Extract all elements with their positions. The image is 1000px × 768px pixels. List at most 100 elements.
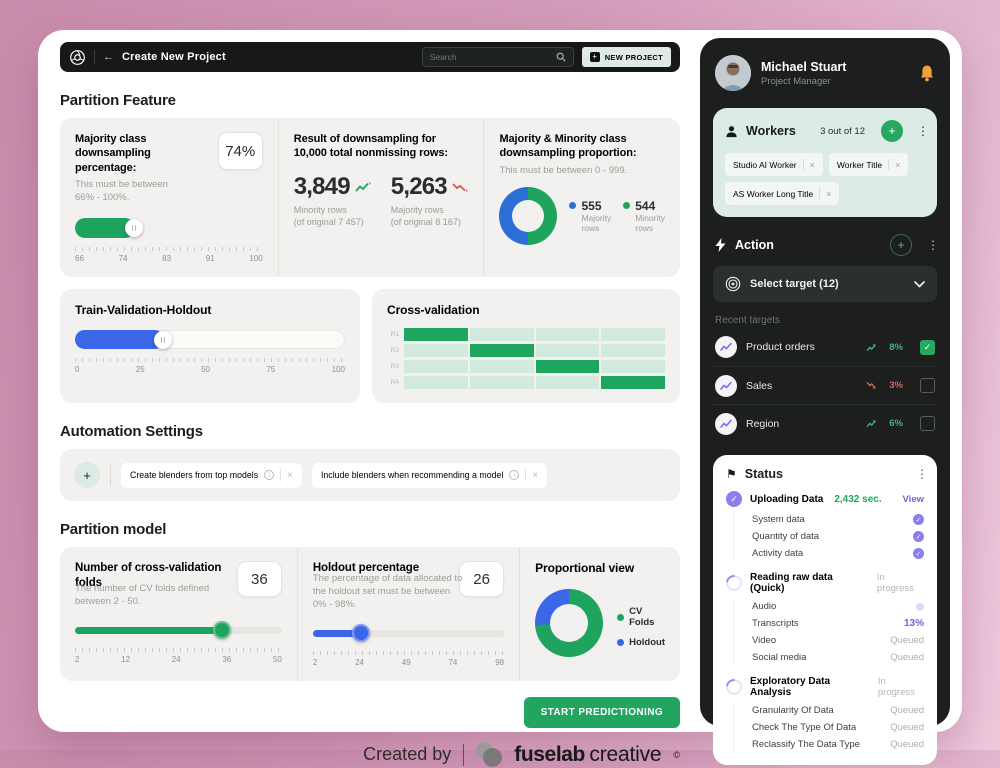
notification-bell-icon[interactable] <box>919 64 935 82</box>
remove-worker-icon[interactable]: × <box>809 159 815 170</box>
target-checkbox-checked[interactable]: ✓ <box>920 339 935 355</box>
start-predictioning-button[interactable]: START PREDICTIONING <box>523 696 680 728</box>
status-item-state: Queued <box>890 739 924 750</box>
tick-label: 66 <box>75 253 84 263</box>
remove-worker-icon[interactable]: × <box>895 159 901 170</box>
status-menu-icon[interactable]: ⋮ <box>916 467 928 481</box>
status-item: Social media Queued <box>752 649 924 666</box>
worker-chip[interactable]: AS Worker Long Title × <box>725 182 840 205</box>
target-row-region[interactable]: Region 6% <box>713 404 937 442</box>
card-title: Train-Validation-Holdout <box>75 302 212 317</box>
automation-chip[interactable]: Create blenders from top models i × <box>121 462 302 488</box>
slider-handle[interactable] <box>125 218 144 237</box>
card-title: Cross-validation <box>387 302 480 317</box>
slider-ticks <box>312 650 505 655</box>
heatmap-row-label: R3 <box>390 363 399 371</box>
holdout-slider[interactable] <box>312 623 505 642</box>
remove-worker-icon[interactable]: × <box>826 188 832 199</box>
add-automation-button[interactable]: + <box>74 462 100 489</box>
slider-handle[interactable] <box>212 620 231 639</box>
spinner-icon <box>722 571 746 595</box>
status-item-progress: 13% <box>903 618 924 629</box>
tick-label: 2 <box>75 654 80 664</box>
action-title: Action <box>735 238 774 252</box>
cv-folds-value[interactable]: 36 <box>236 561 282 598</box>
info-icon[interactable]: i <box>509 470 520 481</box>
back-button[interactable]: ← <box>103 51 114 63</box>
remove-chip-icon[interactable]: × <box>532 469 539 481</box>
legend-dot-green <box>623 201 631 209</box>
section-heading-partition-model: Partition model <box>60 521 167 539</box>
chart-line-icon <box>715 412 737 435</box>
slider-handle[interactable] <box>351 623 370 642</box>
legend-label: CV Folds <box>629 606 655 629</box>
tick-label: 2 <box>312 657 318 667</box>
view-link[interactable]: View <box>902 493 924 505</box>
spinner-icon <box>722 675 746 699</box>
status-group-title: Exploratory Data Analysis <box>750 676 831 698</box>
chip-label: Create blenders from top models <box>130 470 259 481</box>
created-by-text: Created by <box>363 744 452 765</box>
holdout-value[interactable]: 26 <box>459 561 505 598</box>
worker-chip[interactable]: Studio AI Worker × <box>725 153 823 176</box>
flag-icon: ⚑ <box>726 467 737 481</box>
tick-label: 24 <box>171 654 181 664</box>
action-menu-icon[interactable]: ⋮ <box>927 238 939 252</box>
automation-chip[interactable]: Include blenders when recommending a mod… <box>311 462 548 488</box>
slider-handle[interactable] <box>154 330 173 349</box>
target-percentage: 3% <box>889 380 903 391</box>
target-label: Sales <box>746 379 773 392</box>
tick-label: 75 <box>266 365 276 375</box>
select-target-dropdown[interactable]: Select target (12) <box>713 266 937 302</box>
status-item-label: System data <box>752 514 805 525</box>
search-box[interactable] <box>421 47 574 67</box>
in-progress-label: In progress <box>876 572 914 594</box>
new-project-button[interactable]: + NEW PROJECT <box>581 47 671 67</box>
status-item-state: Queued <box>890 635 924 646</box>
target-checkbox-unchecked[interactable] <box>920 416 935 431</box>
card-title: Majority class downsampling percentage: <box>75 133 151 174</box>
minority-rows-value: 3,849 <box>293 172 351 200</box>
fuselab-logo <box>476 741 503 768</box>
status-card: ⚑ Status ⋮ ✓ Uploading Data 2,432 sec. V… <box>713 455 937 765</box>
app-window: ← Create New Project + NEW PROJECT Parti… <box>38 30 962 767</box>
target-row-product-orders[interactable]: Product orders 8% ✓ <box>713 328 937 366</box>
slider-fill <box>75 217 136 238</box>
remove-chip-icon[interactable]: × <box>287 469 293 481</box>
worker-chip[interactable]: Worker Title × <box>828 153 909 176</box>
check-circle-icon: ✓ <box>726 491 742 507</box>
check-circle-icon: ✓ <box>913 514 924 525</box>
chevron-down-icon <box>914 280 925 288</box>
brand-name: fuselab creative <box>514 743 661 767</box>
search-input[interactable] <box>429 52 550 62</box>
search-icon <box>556 52 566 62</box>
card-title: Number of cross-validation folds <box>75 562 222 590</box>
target-row-sales[interactable]: Sales 3% <box>713 366 937 404</box>
trend-down-icon <box>866 382 876 389</box>
cv-folds-slider[interactable] <box>75 620 282 639</box>
check-circle-icon: ✓ <box>913 548 924 559</box>
slider-tick-labels: 0 25 50 75 100 <box>75 365 345 374</box>
slider-fill <box>75 330 165 350</box>
user-role: Project Manager <box>761 75 831 87</box>
section-heading-automation-settings: Automation Settings <box>60 423 203 441</box>
info-icon[interactable]: i <box>264 470 275 481</box>
tick-label: 98 <box>495 657 505 667</box>
partition-feature-cards: Majority class downsampling percentage: … <box>60 118 680 277</box>
slider-tick-labels: 2 24 49 74 98 <box>313 658 504 667</box>
workers-menu-icon[interactable]: ⋮ <box>917 124 929 138</box>
status-item: Check The Type Of Data Queued <box>752 719 924 736</box>
tick-label: 74 <box>118 253 128 263</box>
downsampling-slider[interactable] <box>75 217 263 238</box>
status-title: Status <box>744 467 783 481</box>
majority-rows-original: (of original 8 167) <box>390 216 461 227</box>
target-checkbox-unchecked[interactable] <box>920 378 935 393</box>
legend-majority: 555 Majority rows <box>569 199 611 234</box>
footer: Created by fuselab creative © <box>60 741 680 768</box>
tvh-slider[interactable] <box>75 330 345 350</box>
minority-rows-label: Minority rows <box>293 204 347 215</box>
downsampling-percentage-value[interactable]: 74% <box>217 132 263 170</box>
add-worker-button[interactable]: + <box>881 120 903 142</box>
tick-label: 83 <box>162 253 172 263</box>
add-action-button[interactable]: + <box>890 234 912 256</box>
